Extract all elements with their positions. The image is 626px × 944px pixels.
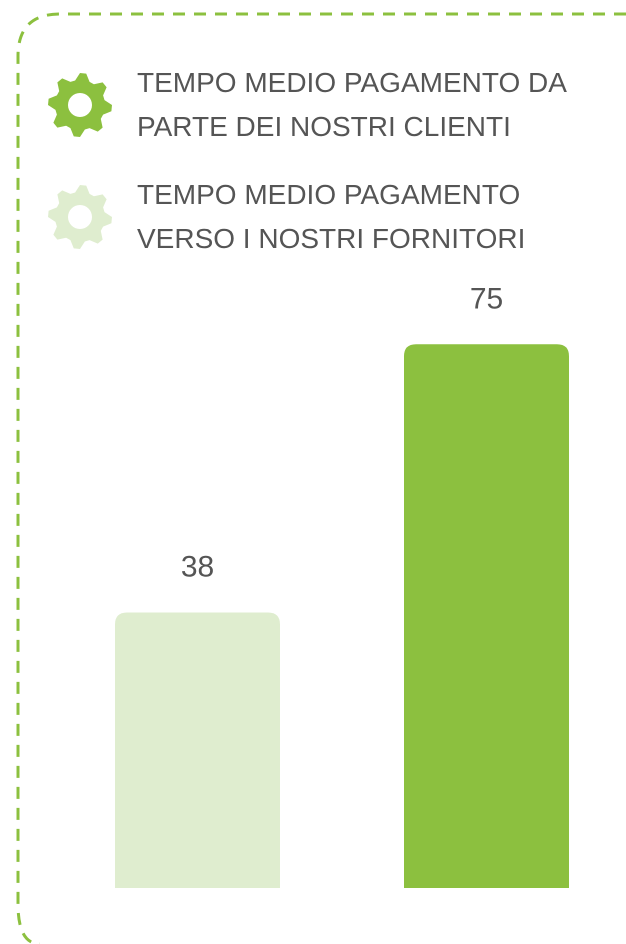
value-label: 75 (470, 282, 503, 315)
value-label: 38 (181, 551, 214, 584)
legend-label: TEMPO MEDIO PAGAMENTO VERSO I NOSTRI FOR… (137, 179, 526, 254)
bar (115, 612, 280, 888)
legend-icon (48, 185, 112, 249)
legend-icon (48, 73, 112, 137)
legend-label: TEMPO MEDIO PAGAMENTO DA PARTE DEI NOSTR… (137, 67, 566, 142)
card-border (16, 12, 626, 944)
bar (404, 344, 569, 888)
